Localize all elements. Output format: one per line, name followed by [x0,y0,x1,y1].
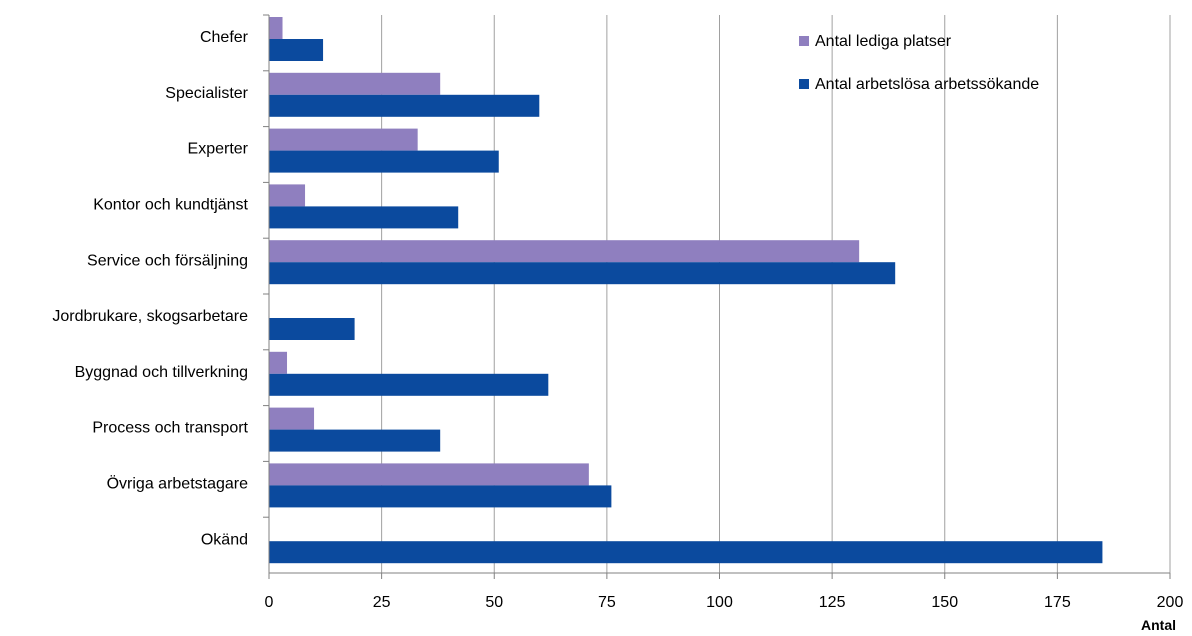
bar-lediga [269,407,315,430]
bar-lediga [269,240,860,263]
bar-arbetslosa [269,485,612,508]
axes [263,14,1170,574]
x-tick-label: 175 [1044,594,1071,611]
category-label: Process och transport [92,420,248,437]
x-tick-label: 125 [819,594,846,611]
bar-arbetslosa [269,541,1103,564]
x-tick-label: 75 [598,594,616,611]
bar-lediga [269,351,288,374]
x-tick-label: 150 [931,594,958,611]
x-axis-title: Antal [1141,617,1176,633]
x-tick-labels: 0 25 50 75 100 125 150 175 200 [265,594,1184,611]
category-labels: Chefer Specialister Experter Kontor och kun… [52,29,248,548]
bar-lediga [269,17,283,39]
bar-arbetslosa [269,318,355,340]
bar-arbetslosa [269,429,441,452]
bars [269,17,1103,564]
legend-item-lediga: Antal lediga platser [799,33,952,50]
x-tick-label: 100 [706,594,733,611]
bar-arbetslosa [269,373,549,396]
category-label: Byggnad och tillverkning [75,364,248,381]
legend-swatch-arbetslosa [799,79,809,89]
x-tick-label: 0 [265,594,274,611]
x-tick-label: 50 [485,594,503,611]
bar-arbetslosa [269,39,324,61]
bar-arbetslosa [269,206,459,229]
bar-arbetslosa [269,262,896,285]
legend-label-arbetslosa: Antal arbetslösa arbetssökande [815,76,1039,93]
category-label: Chefer [200,29,249,46]
category-label: Service och försäljning [87,252,248,269]
category-label: Experter [188,141,249,158]
category-label: Okänd [201,531,248,548]
category-label: Jordbrukare, skogsarbetare [52,308,248,325]
bar-lediga [269,72,441,95]
bar-lediga [269,184,306,207]
bar-lediga [269,463,589,486]
legend-item-arbetslosa: Antal arbetslösa arbetssökande [799,76,1039,93]
bar-lediga [269,128,418,151]
category-label: Specialister [165,85,248,102]
legend-swatch-lediga [799,36,809,46]
legend-label-lediga: Antal lediga platser [815,33,952,50]
category-label: Kontor och kundtjänst [93,197,248,214]
category-label: Övriga arbetstagare [107,475,249,493]
bar-arbetslosa [269,94,540,117]
bar-arbetslosa [269,150,499,173]
x-tick-label: 200 [1157,594,1184,611]
x-tick-label: 25 [373,594,391,611]
legend: Antal lediga platser Antal arbetslösa ar… [799,33,1039,93]
